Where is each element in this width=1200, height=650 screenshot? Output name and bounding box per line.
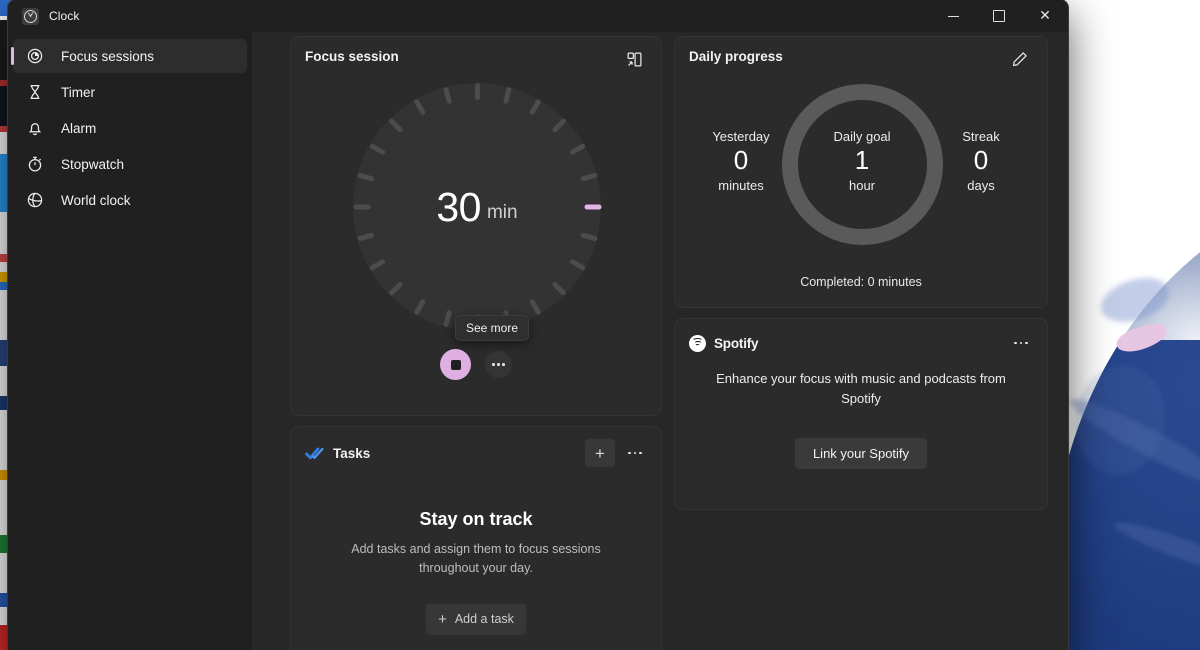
stat-value: 0 — [973, 145, 989, 175]
daily-goal-block: Daily goal 1 hour — [802, 129, 922, 193]
link-your-spotify-button[interactable]: Link your Spotify — [794, 438, 928, 469]
close-button[interactable]: ✕ — [1039, 8, 1051, 24]
mini-view-icon[interactable] — [619, 45, 649, 73]
sidebar-item-focus-sessions[interactable]: Focus sessions — [11, 39, 247, 73]
stop-icon — [450, 359, 461, 370]
daily-progress-card: Daily progress Yesterday 0 minutes Daily… — [674, 36, 1048, 308]
focus-more-options-button[interactable] — [485, 351, 512, 378]
alarm-bell-icon — [26, 119, 44, 137]
spotify-card: Spotify Enhance your focus with music an… — [674, 318, 1048, 510]
sidebar-item-world-clock[interactable]: World clock — [13, 183, 247, 217]
tasks-empty-subtitle: Add tasks and assign them to focus sessi… — [351, 542, 601, 576]
stat-label: Yesterday — [712, 129, 770, 144]
stat-unit: minutes — [718, 177, 764, 193]
add-a-task-button[interactable]: + Add a task — [426, 603, 526, 635]
spotify-logo-icon — [689, 334, 706, 352]
tasks-title: Tasks — [333, 445, 371, 461]
stat-unit: days — [967, 177, 995, 193]
sidebar-item-label: World clock — [61, 192, 131, 208]
daily-progress-header: Daily progress — [689, 49, 1035, 66]
spotify-header: Spotify — [689, 331, 1035, 355]
window-title: Clock — [49, 9, 80, 23]
tasks-empty-state: Stay on track Add tasks and assign them … — [291, 509, 661, 635]
pencil-edit-icon[interactable] — [1005, 45, 1035, 73]
tasks-header: Tasks + — [305, 439, 649, 467]
tasks-card: Tasks + Stay on track Add tasks and assi… — [290, 426, 662, 650]
daily-goal-value: 1 — [854, 145, 870, 175]
tasks-actions: + — [585, 439, 649, 467]
focus-session-header: Focus session — [305, 49, 649, 66]
clock-app-window: Clock ✕ Focus sessions — [8, 0, 1068, 650]
maximize-button[interactable] — [976, 0, 1022, 32]
world-clock-globe-icon — [26, 191, 44, 209]
sidebar-item-label: Focus sessions — [61, 48, 155, 64]
focus-sessions-icon — [26, 47, 44, 65]
tasks-more-options-button[interactable] — [621, 439, 649, 467]
stat-streak: Streak 0 days — [921, 129, 1041, 193]
stat-yesterday: Yesterday 0 minutes — [681, 129, 801, 193]
daily-goal-unit: hour — [848, 177, 876, 193]
sidebar-item-label: Alarm — [61, 120, 97, 136]
dial-minutes-unit: min — [486, 202, 518, 223]
tasks-empty-title: Stay on track — [419, 509, 533, 529]
sidebar-item-label: Timer — [61, 84, 95, 100]
daily-progress-title: Daily progress — [689, 49, 783, 64]
add-a-task-label: Add a task — [454, 612, 514, 627]
focus-session-controls — [291, 349, 661, 380]
add-task-header-button[interactable]: + — [585, 439, 615, 467]
sidebar-item-timer[interactable]: Timer — [13, 75, 247, 109]
window-titlebar[interactable]: Clock ✕ — [8, 0, 1068, 32]
focus-session-title: Focus session — [305, 49, 399, 64]
stat-label: Streak — [962, 129, 1000, 144]
focus-session-card: Focus session 30 min See more — [290, 36, 662, 416]
spotify-more-options-button[interactable] — [1007, 331, 1035, 355]
focus-timer-dial[interactable]: 30 min — [353, 83, 601, 331]
dial-minutes-value: 30 — [436, 183, 481, 230]
window-controls: ✕ — [930, 0, 1068, 32]
dial-tick — [474, 83, 480, 100]
dial-readout: 30 min — [353, 83, 601, 331]
spotify-name: Spotify — [714, 335, 759, 351]
sidebar-item-stopwatch[interactable]: Stopwatch — [13, 147, 247, 181]
daily-goal-label: Daily goal — [833, 129, 891, 144]
main-content: Focus session 30 min See more — [252, 32, 1068, 650]
to-do-checkmark-icon — [305, 446, 324, 461]
completed-minutes-text: Completed: 0 minutes — [800, 275, 922, 289]
minimize-button[interactable] — [930, 0, 976, 32]
see-more-tooltip: See more — [455, 315, 530, 341]
titlebar-branding: Clock — [8, 7, 80, 25]
spotify-pitch-text: Enhance your focus with music and podcas… — [716, 371, 1006, 407]
stat-value: 0 — [733, 145, 749, 175]
sidebar-item-alarm[interactable]: Alarm — [13, 111, 247, 145]
stopwatch-icon — [26, 155, 44, 173]
clock-app-icon — [22, 7, 39, 25]
timer-hourglass-icon — [26, 83, 44, 101]
plus-icon: + — [438, 610, 447, 628]
stop-session-button[interactable] — [440, 349, 471, 380]
plus-icon: + — [595, 443, 605, 463]
navigation-sidebar: Focus sessions Timer Alarm — [8, 32, 252, 650]
sidebar-item-label: Stopwatch — [61, 156, 125, 172]
